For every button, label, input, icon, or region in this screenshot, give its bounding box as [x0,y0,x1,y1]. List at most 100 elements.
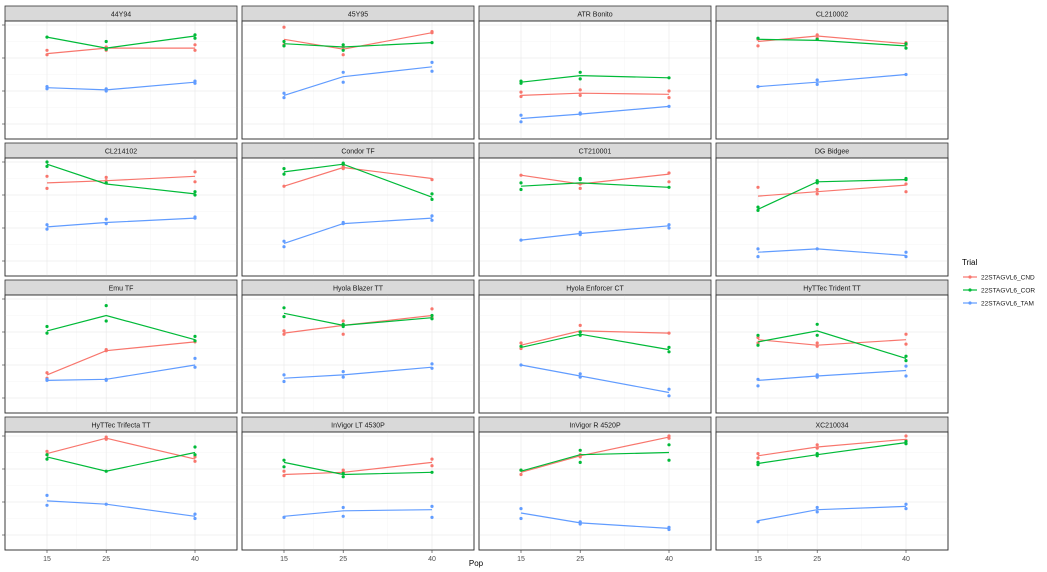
x-tick-label: 25 [813,556,821,563]
data-point-22stagvl6-cor [282,167,286,171]
data-point-22stagvl6-cor [519,81,523,85]
data-point-22stagvl6-tam [519,507,523,511]
panel-title: ATR Bonito [577,12,612,19]
data-point-22stagvl6-cnd [756,456,760,460]
panel-title: Hyola Enforcer CT [566,286,624,293]
data-point-22stagvl6-cnd [430,30,434,34]
data-point-22stagvl6-cor [193,334,197,338]
data-point-22stagvl6-cnd [282,474,286,478]
data-point-22stagvl6-tam [45,87,49,91]
data-point-22stagvl6-tam [104,87,108,91]
plot-area [4,20,238,140]
series-line-22stagvl6-tam [283,366,433,379]
data-point-22stagvl6-tam [667,394,671,398]
plot-area [715,431,949,551]
plot-border [241,431,475,551]
plot-border [241,157,475,277]
data-point-22stagvl6-tam [430,362,434,366]
data-point-22stagvl6-cnd [282,329,286,333]
plot-border [715,294,949,414]
x-tick-label: 15 [517,556,525,563]
data-point-22stagvl6-cor [667,345,671,349]
data-point-22stagvl6-cor [282,306,286,310]
plot-border [715,20,949,140]
panel-invigor-r-4520p: InVigor R 4520P 15 25 40 [478,416,712,563]
panel-title: HyTTec Trifecta TT [92,423,152,430]
panel-title: CL214102 [105,149,137,156]
plot-area [715,20,949,140]
data-point-22stagvl6-cnd [578,455,582,459]
data-point-22stagvl6-cnd [815,446,819,450]
data-point-22stagvl6-cnd [341,53,345,57]
data-point-22stagvl6-cnd [282,469,286,473]
data-point-22stagvl6-tam [578,522,582,526]
data-point-22stagvl6-cor [104,39,108,44]
series-line-22stagvl6-cor [283,42,433,48]
data-point-22stagvl6-cor [578,448,582,452]
data-point-22stagvl6-cor [430,470,434,474]
data-point-22stagvl6-tam [519,238,523,242]
data-point-22stagvl6-cor [341,43,345,47]
plot-area [4,157,238,277]
data-point-22stagvl6-tam [756,85,760,89]
plot-border [4,431,238,551]
series-line-22stagvl6-cor [757,330,907,359]
data-point-22stagvl6-tam [341,80,345,84]
data-point-22stagvl6-cor [193,339,197,343]
x-tick-label: 40 [428,556,436,563]
panel-title: DG Bidgee [815,149,849,156]
panel-cl214102: CL214102 [2,142,238,277]
data-point-22stagvl6-cnd [430,178,434,182]
data-point-22stagvl6-tam [904,250,908,254]
data-point-22stagvl6-cnd [667,331,671,335]
data-point-22stagvl6-tam [519,120,523,124]
data-point-22stagvl6-tam [815,82,819,86]
data-point-22stagvl6-tam [519,516,523,521]
data-point-22stagvl6-cor [815,179,819,183]
data-point-22stagvl6-cnd [282,184,286,188]
data-point-22stagvl6-tam [578,111,582,115]
panel-title: Emu TF [109,286,134,293]
series-line-22stagvl6-tam [757,505,907,522]
data-point-22stagvl6-tam [815,510,819,514]
data-point-22stagvl6-cor [578,70,582,74]
x-tick-label: 15 [280,556,288,563]
data-point-22stagvl6-cor [815,37,819,41]
data-point-22stagvl6-cor [341,475,345,479]
data-point-22stagvl6-cnd [519,472,523,477]
panel-title: Hyola Blazer TT [333,286,384,293]
x-tick-label: 15 [43,556,51,563]
data-point-22stagvl6-cnd [667,434,671,438]
data-point-22stagvl6-cnd [45,371,49,375]
data-point-22stagvl6-cnd [430,457,434,461]
legend-key-point [968,275,972,279]
data-point-22stagvl6-cor [341,48,345,52]
plot-area [241,157,475,277]
data-point-22stagvl6-cor [104,319,108,323]
panel-title: InVigor LT 4530P [331,423,385,430]
plot-border [241,20,475,140]
data-point-22stagvl6-cor [519,79,523,83]
data-point-22stagvl6-cor [104,181,108,185]
data-point-22stagvl6-cor [430,317,434,321]
data-point-22stagvl6-cor [104,304,108,308]
data-point-22stagvl6-cnd [104,175,108,179]
panel-xc210034: XC210034 15 25 40 [715,416,949,563]
data-point-22stagvl6-tam [430,214,434,218]
data-point-22stagvl6-cor [193,453,197,457]
plot-area [478,294,712,414]
data-point-22stagvl6-tam [45,377,49,381]
data-point-22stagvl6-cor [193,36,197,40]
data-point-22stagvl6-cor [756,36,760,40]
legend-label: 22STAGVL6_CND [981,274,1035,281]
panel-condor-tf: Condor TF [241,142,475,277]
data-point-22stagvl6-cor [667,458,671,462]
data-point-22stagvl6-tam [45,503,49,507]
plot-area [478,20,712,140]
data-point-22stagvl6-tam [756,255,760,259]
panel-title: 44Y94 [111,12,131,19]
data-point-22stagvl6-cnd [282,25,286,29]
data-point-22stagvl6-tam [578,372,582,376]
data-point-22stagvl6-tam [282,515,286,520]
plot-border [478,294,712,414]
